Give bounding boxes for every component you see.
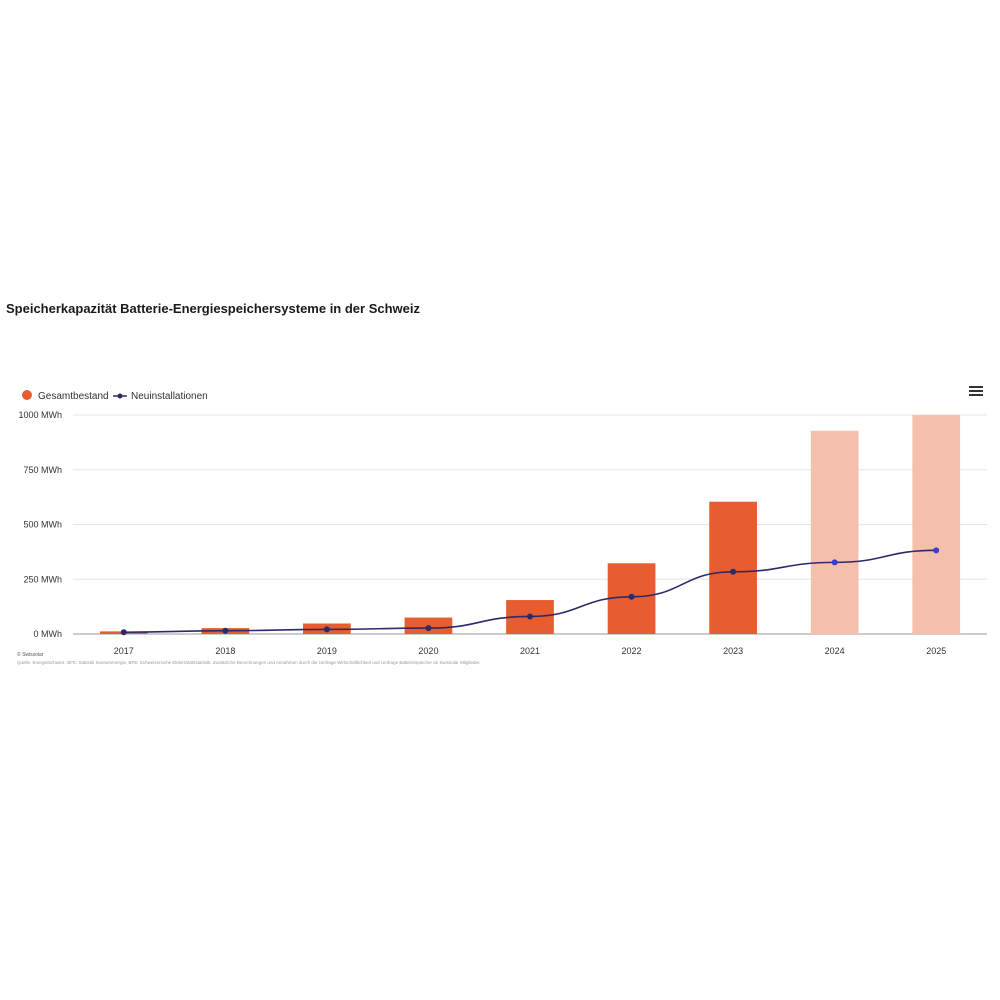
line-point-2023[interactable] bbox=[730, 569, 736, 575]
y-tick-label: 0 MWh bbox=[33, 629, 62, 639]
legend-marker-neuinstallationen bbox=[118, 394, 123, 399]
line-point-2022[interactable] bbox=[629, 594, 635, 600]
x-tick-label: 2018 bbox=[215, 646, 235, 656]
x-tick-label: 2019 bbox=[317, 646, 337, 656]
legend-label-gesamtbestand[interactable]: Gesamtbestand bbox=[38, 391, 109, 402]
chart: 0 MWh250 MWh500 MWh750 MWh1000 MWh 2017 2… bbox=[0, 0, 1000, 1000]
x-tick-label: 2022 bbox=[622, 646, 642, 656]
legend-marker-gesamtbestand bbox=[22, 390, 32, 400]
x-tick-label: 2025 bbox=[926, 646, 946, 656]
y-axis: 0 MWh 250 MWh 500 MWh 750 MWh 1000 MWh bbox=[18, 410, 62, 639]
legend-label-neuinstallationen[interactable]: Neuinstallationen bbox=[131, 391, 208, 402]
bar-2025[interactable] bbox=[912, 415, 960, 634]
line-point-2024[interactable] bbox=[832, 559, 838, 565]
x-tick-label: 2021 bbox=[520, 646, 540, 656]
y-tick-label: 500 MWh bbox=[23, 520, 62, 530]
legend[interactable]: Gesamtbestand Neuinstallationen bbox=[22, 390, 208, 402]
x-tick-label: 2020 bbox=[418, 646, 438, 656]
line-point-2019[interactable] bbox=[324, 626, 330, 632]
line-point-2021[interactable] bbox=[527, 613, 533, 619]
x-axis: 2017 2018 2019 2020 2021 2022 2023 2024 2025 bbox=[114, 646, 946, 656]
line-point-2018[interactable] bbox=[222, 628, 228, 634]
line-point-2020[interactable] bbox=[425, 625, 431, 631]
line-point-2025[interactable] bbox=[933, 547, 939, 553]
bar-2024[interactable] bbox=[811, 431, 859, 634]
y-tick-label: 750 MWh bbox=[23, 465, 62, 475]
bar-2023[interactable] bbox=[709, 502, 757, 634]
credit-text: © Swissolar bbox=[17, 651, 44, 658]
x-tick-label: 2023 bbox=[723, 646, 743, 656]
x-tick-label: 2024 bbox=[825, 646, 845, 656]
line-point-2017[interactable] bbox=[121, 629, 127, 635]
x-tick-label: 2017 bbox=[114, 646, 134, 656]
y-tick-label: 250 MWh bbox=[23, 574, 62, 584]
source-text: Quelle: EnergieSchweiz, BFE: Statistik S… bbox=[17, 660, 480, 665]
y-tick-label: 1000 MWh bbox=[18, 410, 62, 420]
